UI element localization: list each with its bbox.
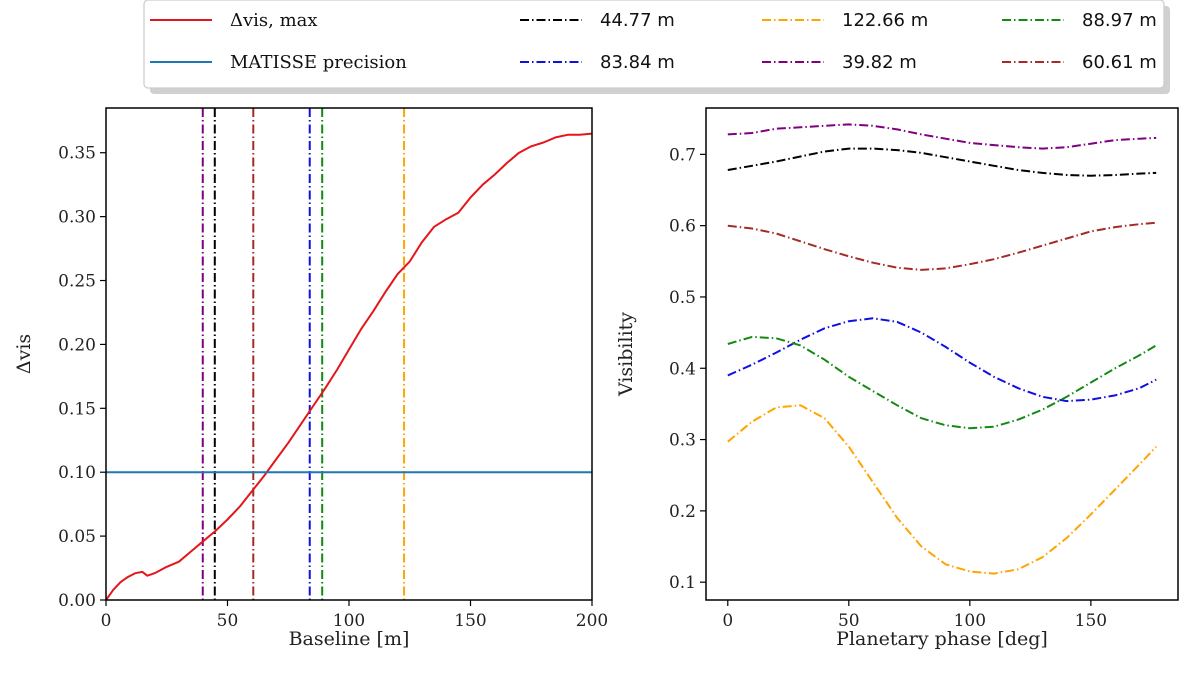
legend-label-b12266: 122.66 m	[842, 10, 928, 31]
left-xtick-label-1: 50	[217, 611, 239, 631]
legend-label-matisse: MATISSE precision	[230, 52, 407, 73]
right-chart-panel: 0 50 100 150 0.1 0.2 0.3 0.4 0.5 0.6 0.7 Planetary…	[615, 107, 1179, 650]
right-ytick-label-3: 0.4	[669, 359, 696, 379]
right-ytick-label-5: 0.6	[669, 217, 696, 237]
legend-label-b4477: 44.77 m	[600, 10, 675, 31]
right-ytick-label-4: 0.5	[669, 288, 696, 308]
left-ytick-label-3: 0.15	[58, 399, 96, 419]
left-ytick-label-1: 0.05	[58, 527, 96, 547]
right-series-1	[727, 147, 1157, 177]
right-series-2	[727, 221, 1157, 271]
right-plot-frame	[705, 107, 1179, 601]
left-y-axis-label: Δvis	[13, 334, 35, 374]
right-series-0	[727, 123, 1157, 150]
left-ytick-label-5: 0.25	[58, 272, 96, 292]
left-xtick-label-4: 200	[576, 611, 608, 631]
left-series-0	[105, 132, 593, 601]
right-y-axis-label: Visibility	[615, 312, 637, 397]
right-ytick-label-2: 0.3	[669, 431, 696, 451]
right-ytick-label-0: 0.1	[669, 573, 696, 593]
right-series-3	[727, 317, 1157, 403]
legend-label-dvis_max: Δvis, max	[230, 10, 318, 31]
left-ytick-label-2: 0.10	[58, 463, 96, 483]
right-xtick-label-2: 100	[954, 611, 986, 631]
legend-frame	[143, 0, 1165, 89]
right-series-5	[727, 404, 1157, 575]
legend-label-b3982: 39.82 m	[842, 52, 917, 73]
left-ytick-label-4: 0.20	[58, 335, 96, 355]
right-ytick-label-6: 0.7	[669, 145, 696, 165]
left-chart-panel: 0 50 100 150 200 0.00 0.05 0.10 0.15 0.20 0.25 0.30…	[13, 107, 608, 650]
left-plot-frame	[105, 107, 593, 601]
right-xtick-label-0: 0	[722, 611, 733, 631]
right-series-4	[727, 335, 1157, 430]
legend-label-b6061: 60.61 m	[1082, 52, 1157, 73]
left-ytick-label-7: 0.35	[58, 144, 96, 164]
right-xtick-label-1: 50	[838, 611, 860, 631]
legend-label-b8897: 88.97 m	[1082, 10, 1157, 31]
left-xtick-label-0: 0	[101, 611, 112, 631]
legend-label-b8384: 83.84 m	[600, 52, 675, 73]
left-xtick-label-2: 100	[333, 611, 365, 631]
right-x-axis-label: Planetary phase [deg]	[836, 628, 1048, 650]
left-xtick-label-3: 150	[454, 611, 486, 631]
left-ytick-label-6: 0.30	[58, 208, 96, 228]
left-ytick-label-0: 0.00	[58, 591, 96, 611]
right-xtick-label-3: 150	[1075, 611, 1107, 631]
legend: Δvis, max MATISSE precision 44.77 m 83.84 m…	[143, 0, 1170, 94]
left-x-axis-label: Baseline [m]	[289, 628, 410, 650]
right-ytick-label-1: 0.2	[669, 502, 696, 522]
